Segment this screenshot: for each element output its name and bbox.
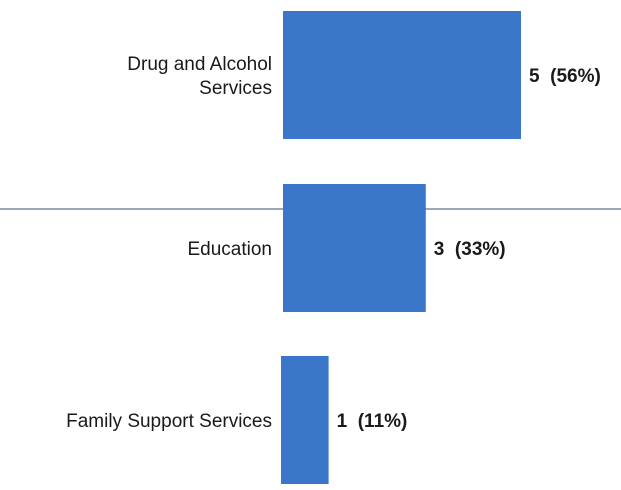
category-label-0: Drug and Alcohol Services [127, 54, 272, 99]
data-label-0: 5 (56%) [529, 66, 601, 87]
bar-2 [281, 356, 329, 484]
bars-layer [281, 11, 521, 484]
bar-0 [283, 11, 521, 139]
category-label-2: Family Support Services [66, 411, 272, 432]
data-label-2: 1 (11%) [337, 411, 408, 432]
data-label-1: 3 (33%) [434, 239, 506, 260]
category-labels-layer: Drug and Alcohol Services Education Family … [66, 54, 272, 432]
bar-1 [283, 184, 426, 312]
data-labels-layer: 5 (56%) 3 (33%) 1 (11%) [337, 66, 601, 432]
category-label-1: Education [187, 239, 272, 260]
